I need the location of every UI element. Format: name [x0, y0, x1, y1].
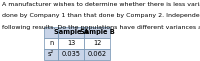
Text: s²: s²: [48, 51, 54, 57]
Text: 0.035: 0.035: [62, 51, 81, 57]
Text: 13: 13: [67, 40, 75, 46]
Bar: [44, 27, 58, 38]
Bar: [84, 27, 110, 38]
Bar: [84, 49, 110, 60]
Text: Sample B: Sample B: [80, 29, 114, 35]
Bar: [44, 49, 58, 60]
Text: 0.062: 0.062: [87, 51, 107, 57]
Text: done by Company 1 than that done by Company 2. Independent random samples yield : done by Company 1 than that done by Comp…: [2, 13, 200, 18]
Bar: [58, 49, 84, 60]
Bar: [58, 38, 84, 49]
Bar: [44, 38, 58, 49]
Text: n: n: [49, 40, 53, 46]
Text: following results. Do the populations have different variances at 5% level of si: following results. Do the populations ha…: [2, 25, 200, 30]
Text: A manufacturer wishes to determine whether there is less variability in the silv: A manufacturer wishes to determine wheth…: [2, 2, 200, 7]
Bar: [84, 38, 110, 49]
Bar: [58, 27, 84, 38]
Text: Sample A: Sample A: [54, 29, 88, 35]
Text: 12: 12: [93, 40, 101, 46]
